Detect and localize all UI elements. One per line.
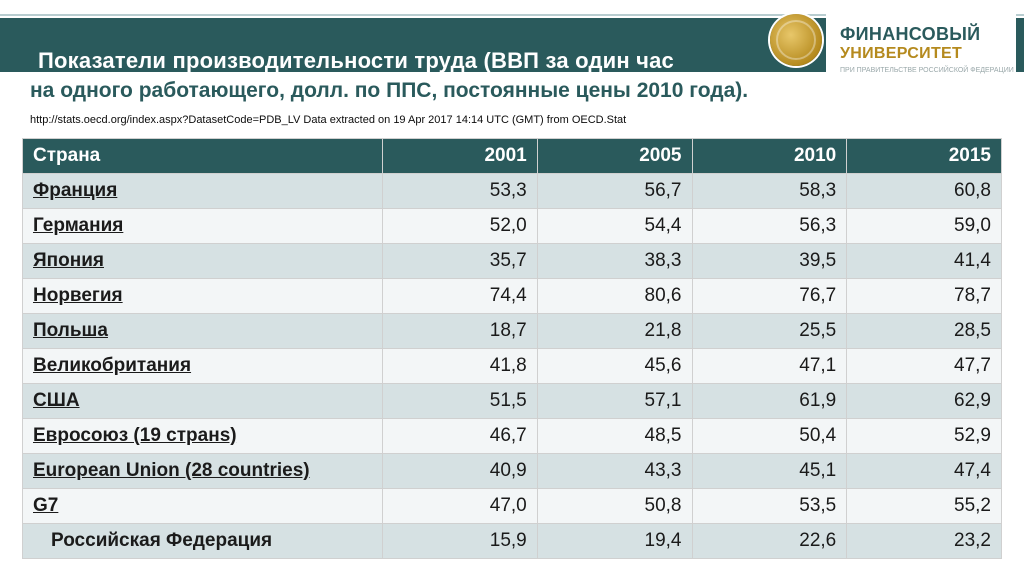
cell-country: Евросоюз (19 странs) [23, 419, 383, 454]
cell-value: 21,8 [537, 314, 692, 349]
cell-value: 38,3 [537, 244, 692, 279]
cell-value: 40,9 [383, 454, 538, 489]
table-header-row: Страна 2001 2005 2010 2015 [23, 139, 1002, 174]
cell-value: 58,3 [692, 174, 847, 209]
table-row: Япония35,738,339,541,4 [23, 244, 1002, 279]
cell-value: 62,9 [847, 384, 1002, 419]
data-table-wrap: Страна 2001 2005 2010 2015 Франция53,356… [22, 138, 1002, 559]
cell-value: 18,7 [383, 314, 538, 349]
cell-value: 78,7 [847, 279, 1002, 314]
cell-value: 61,9 [692, 384, 847, 419]
cell-value: 39,5 [692, 244, 847, 279]
table-row: Великобритания41,845,647,147,7 [23, 349, 1002, 384]
table-row: European Union (28 countries)40,943,345,… [23, 454, 1002, 489]
table-row: Евросоюз (19 странs)46,748,550,452,9 [23, 419, 1002, 454]
cell-value: 56,7 [537, 174, 692, 209]
cell-value: 25,5 [692, 314, 847, 349]
data-table: Страна 2001 2005 2010 2015 Франция53,356… [22, 138, 1002, 559]
cell-country: Япония [23, 244, 383, 279]
crest-icon [770, 14, 822, 66]
cell-country: Польша [23, 314, 383, 349]
title-text: Показатели производительности труда (ВВП… [38, 48, 674, 74]
cell-value: 50,4 [692, 419, 847, 454]
cell-value: 52,0 [383, 209, 538, 244]
slide: Показатели производительности труда (ВВП… [0, 0, 1024, 574]
table-row: G747,050,853,555,2 [23, 489, 1002, 524]
cell-country: США [23, 384, 383, 419]
cell-value: 47,4 [847, 454, 1002, 489]
subtitle-line: на одного работающего, долл. по ППС, пос… [30, 79, 748, 102]
table-row: Норвегия74,480,676,778,7 [23, 279, 1002, 314]
cell-country: Франция [23, 174, 383, 209]
cell-value: 53,3 [383, 174, 538, 209]
col-2001: 2001 [383, 139, 538, 174]
col-2015: 2015 [847, 139, 1002, 174]
cell-value: 28,5 [847, 314, 1002, 349]
subtitle: на одного работающего, долл. по ППС, пос… [30, 78, 850, 131]
cell-value: 19,4 [537, 524, 692, 559]
table-row: Германия52,054,456,359,0 [23, 209, 1002, 244]
cell-value: 43,3 [537, 454, 692, 489]
cell-value: 47,1 [692, 349, 847, 384]
cell-country: G7 [23, 489, 383, 524]
logo-line1: ФИНАНСОВЫЙ [826, 6, 1016, 45]
cell-value: 45,6 [537, 349, 692, 384]
cell-value: 22,6 [692, 524, 847, 559]
source-text: http://stats.oecd.org/index.aspx?Dataset… [30, 114, 626, 126]
cell-value: 53,5 [692, 489, 847, 524]
col-2005: 2005 [537, 139, 692, 174]
cell-value: 57,1 [537, 384, 692, 419]
cell-country: European Union (28 countries) [23, 454, 383, 489]
cell-value: 80,6 [537, 279, 692, 314]
cell-country: Великобритания [23, 349, 383, 384]
cell-value: 15,9 [383, 524, 538, 559]
table-row: Польша18,721,825,528,5 [23, 314, 1002, 349]
cell-country: Российская Федерация [23, 524, 383, 559]
cell-value: 52,9 [847, 419, 1002, 454]
cell-value: 50,8 [537, 489, 692, 524]
cell-value: 23,2 [847, 524, 1002, 559]
table-row: Франция53,356,758,360,8 [23, 174, 1002, 209]
cell-value: 45,1 [692, 454, 847, 489]
cell-value: 48,5 [537, 419, 692, 454]
cell-value: 76,7 [692, 279, 847, 314]
col-2010: 2010 [692, 139, 847, 174]
table-row: США51,557,161,962,9 [23, 384, 1002, 419]
cell-value: 74,4 [383, 279, 538, 314]
cell-value: 35,7 [383, 244, 538, 279]
cell-value: 60,8 [847, 174, 1002, 209]
cell-value: 51,5 [383, 384, 538, 419]
cell-value: 46,7 [383, 419, 538, 454]
cell-country: Норвегия [23, 279, 383, 314]
logo-line2: УНИВЕРСИТЕТ [826, 45, 1016, 63]
cell-value: 55,2 [847, 489, 1002, 524]
cell-value: 59,0 [847, 209, 1002, 244]
cell-value: 41,4 [847, 244, 1002, 279]
cell-value: 56,3 [692, 209, 847, 244]
cell-value: 47,0 [383, 489, 538, 524]
logo-subtext: ПРИ ПРАВИТЕЛЬСТВЕ РОССИЙСКОЙ ФЕДЕРАЦИИ [826, 63, 1016, 74]
university-logo: ФИНАНСОВЫЙ УНИВЕРСИТЕТ ПРИ ПРАВИТЕЛЬСТВЕ… [826, 6, 1016, 92]
cell-value: 47,7 [847, 349, 1002, 384]
col-country: Страна [23, 139, 383, 174]
table-row: Российская Федерация15,919,422,623,2 [23, 524, 1002, 559]
cell-value: 41,8 [383, 349, 538, 384]
cell-country: Германия [23, 209, 383, 244]
cell-value: 54,4 [537, 209, 692, 244]
